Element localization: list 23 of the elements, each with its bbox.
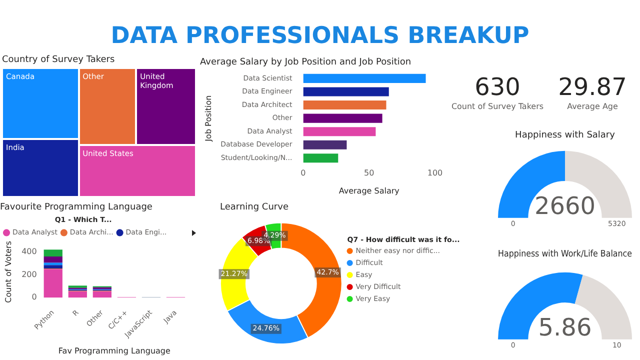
text: DATA PROFESSIONALS BREAKUP: [110, 22, 530, 51]
text: Count of Survey Takers: [450, 102, 545, 111]
text: Country of Survey Takers: [2, 55, 116, 65]
data-label: 5.86: [538, 313, 592, 342]
chart-title: Happiness with Work/Life Balance: [498, 248, 632, 259]
data-label: 2660: [534, 192, 596, 220]
text: 630: [474, 72, 522, 102]
y-tick-label: 200: [22, 270, 37, 279]
x-axis-title: Average Salary: [338, 186, 400, 196]
chart-title: Happiness with Salary: [515, 130, 616, 141]
chart-title: Average Salary by Job Position and Job Position: [200, 58, 412, 68]
text: 29.87: [557, 72, 628, 102]
chart-title: Favourite Programming Language: [0, 202, 153, 213]
chart-title: Learning Curve: [220, 202, 289, 213]
x-axis-title: Fav Programming Language: [58, 346, 170, 356]
text: Average Age: [566, 102, 619, 111]
y-tick-label: 400: [22, 246, 37, 256]
x-tick-label: 100: [427, 168, 443, 178]
x-tick-label: 50: [364, 168, 374, 178]
y-tick-label: 0: [32, 292, 37, 302]
x-tick-label: 0: [300, 168, 306, 178]
y-axis-title: Count of Voters: [4, 241, 13, 303]
y-axis-title: Job Position: [204, 95, 213, 142]
